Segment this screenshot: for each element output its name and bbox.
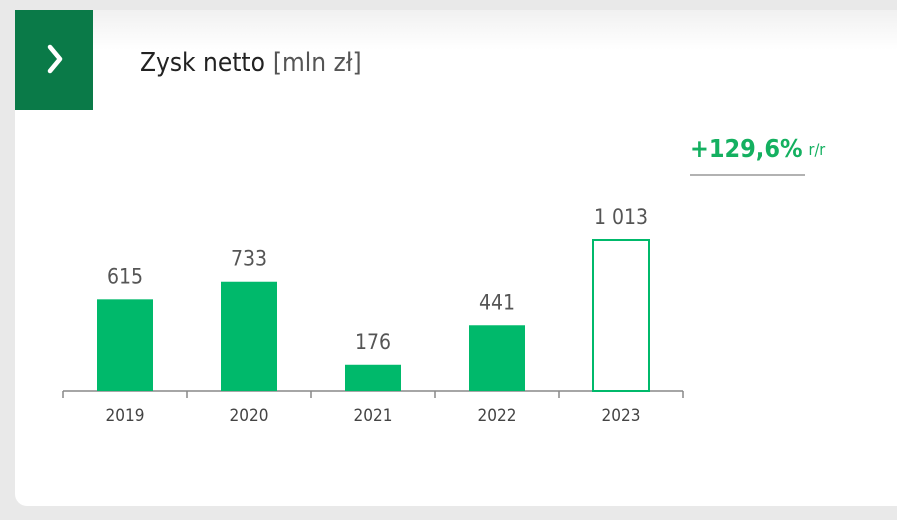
annotation-suffix: r/r [809, 140, 826, 159]
value-label: 733 [231, 247, 267, 271]
value-label: 441 [479, 290, 515, 314]
x-tick-label: 2020 [230, 406, 269, 426]
annotation: +129,6% r/r [690, 134, 825, 163]
chart-title: Zysk netto [mln zł] [140, 48, 362, 78]
x-tick-label: 2019 [106, 406, 145, 426]
bar [345, 364, 401, 391]
x-tick-label: 2022 [478, 406, 517, 426]
x-tick-label: 2023 [602, 406, 641, 426]
chevron-icon [47, 44, 63, 74]
card-shade [93, 10, 897, 50]
card [15, 10, 897, 506]
icon-box [15, 10, 93, 110]
value-label: 176 [355, 330, 391, 354]
title-unit: [mln zł] [273, 48, 362, 78]
annotation-value: +129,6% [690, 134, 803, 163]
bar [469, 325, 525, 391]
value-label: 615 [107, 264, 143, 288]
bar [97, 299, 153, 391]
bar [592, 239, 650, 392]
bar [221, 281, 277, 391]
title-text: Zysk netto [140, 48, 265, 78]
x-tick-label: 2021 [354, 406, 393, 426]
value-label: 1 013 [594, 205, 648, 229]
